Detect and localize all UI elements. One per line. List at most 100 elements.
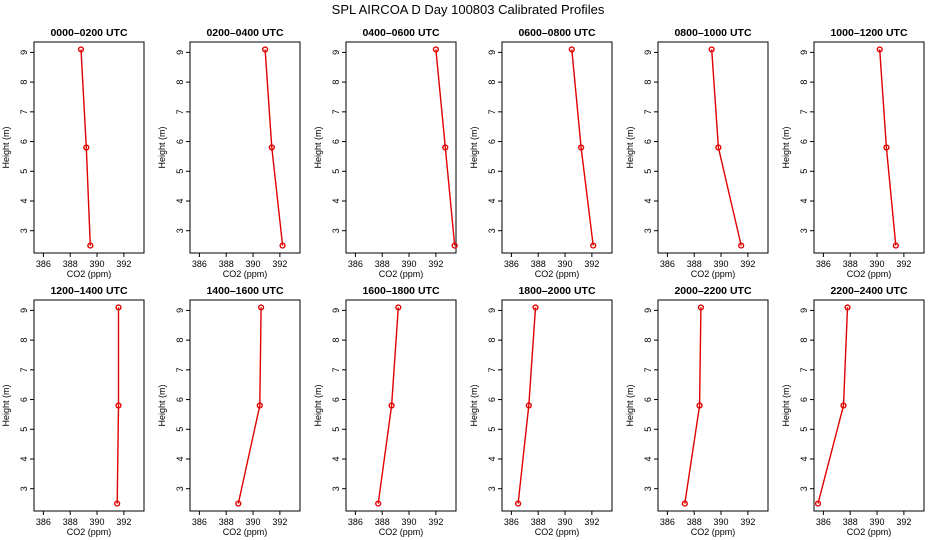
y-tick-label: 3 xyxy=(175,228,185,233)
profile-line xyxy=(517,307,537,504)
data-point xyxy=(235,500,242,507)
y-tick-label: 6 xyxy=(331,139,341,144)
panel-5: 0800–1000 UTC 386 388 390 392 3 4 5 6 7 8 9 CO2 (ppm… xyxy=(625,27,769,279)
y-tick-label: 7 xyxy=(643,109,653,114)
x-tick-label: 392 xyxy=(896,259,911,269)
x-axis-label: CO2 (ppm) xyxy=(847,269,892,279)
x-tick-label: 388 xyxy=(219,259,234,269)
x-tick-label: 390 xyxy=(402,259,417,269)
data-point xyxy=(256,402,263,409)
y-tick-label: 6 xyxy=(175,397,185,402)
panel-title: 0400–0600 UTC xyxy=(362,27,439,39)
data-point xyxy=(442,144,449,151)
y-tick-label: 7 xyxy=(643,367,653,372)
y-tick-label: 3 xyxy=(19,486,29,491)
x-tick-label: 388 xyxy=(843,259,858,269)
y-tick-label: 8 xyxy=(487,338,497,343)
panel-title: 1200–1400 UTC xyxy=(50,285,127,297)
data-point xyxy=(590,242,597,249)
data-point xyxy=(681,500,688,507)
y-axis-label: Height (m) xyxy=(625,126,635,168)
data-point xyxy=(696,402,703,409)
data-point xyxy=(115,304,122,311)
plot-frame xyxy=(345,41,457,254)
y-tick-label: 7 xyxy=(487,367,497,372)
y-tick-label: 9 xyxy=(175,308,185,313)
panel-11: 2000–2200 UTC 386 388 390 392 3 4 5 6 7 8 9 CO2 (ppm… xyxy=(625,285,769,537)
x-tick-label: 386 xyxy=(348,517,363,527)
y-tick-label: 7 xyxy=(799,109,809,114)
profile-line xyxy=(377,307,399,504)
x-axis-label: CO2 (ppm) xyxy=(847,527,892,537)
x-axis-label: CO2 (ppm) xyxy=(691,527,736,537)
x-axis-label: CO2 (ppm) xyxy=(223,269,268,279)
y-tick-label: 8 xyxy=(487,80,497,85)
data-point xyxy=(432,46,439,53)
y-axis-label: Height (m) xyxy=(625,384,635,426)
x-tick-label: 392 xyxy=(584,259,599,269)
x-tick-label: 390 xyxy=(870,259,885,269)
panel-title: 1000–1200 UTC xyxy=(830,27,907,39)
y-tick-label: 4 xyxy=(487,198,497,203)
panel-title: 0000–0200 UTC xyxy=(50,27,127,39)
y-tick-label: 8 xyxy=(331,80,341,85)
y-tick-label: 8 xyxy=(799,338,809,343)
y-tick-label: 7 xyxy=(19,109,29,114)
data-point xyxy=(77,46,85,53)
y-tick-label: 6 xyxy=(19,397,29,402)
profile-line xyxy=(711,49,742,246)
x-tick-label: 386 xyxy=(660,517,675,527)
y-tick-label: 9 xyxy=(643,308,653,313)
y-tick-label: 6 xyxy=(331,397,341,402)
x-tick-label: 392 xyxy=(272,517,287,527)
y-tick-label: 9 xyxy=(643,50,653,55)
x-tick-label: 390 xyxy=(714,259,729,269)
data-point xyxy=(578,144,585,151)
x-tick-label: 390 xyxy=(90,517,105,527)
y-tick-label: 8 xyxy=(19,338,29,343)
x-tick-label: 392 xyxy=(428,259,443,269)
plot-frame xyxy=(657,41,769,254)
y-tick-label: 3 xyxy=(331,228,341,233)
y-tick-label: 5 xyxy=(643,169,653,174)
y-tick-label: 9 xyxy=(331,50,341,55)
y-tick-label: 8 xyxy=(175,80,185,85)
x-tick-label: 392 xyxy=(428,517,443,527)
x-tick-label: 390 xyxy=(558,259,573,269)
x-tick-label: 390 xyxy=(246,259,261,269)
y-tick-label: 7 xyxy=(19,367,29,372)
y-tick-label: 4 xyxy=(175,456,185,461)
y-tick-label: 3 xyxy=(331,486,341,491)
x-tick-label: 392 xyxy=(116,517,131,527)
y-tick-label: 9 xyxy=(799,308,809,313)
profile-line xyxy=(684,307,702,504)
panel-title: 2200–2400 UTC xyxy=(830,285,907,297)
data-point xyxy=(514,500,522,507)
x-tick-label: 390 xyxy=(90,259,105,269)
x-tick-label: 386 xyxy=(192,517,207,527)
y-tick-label: 5 xyxy=(487,169,497,174)
x-tick-label: 390 xyxy=(714,517,729,527)
data-point xyxy=(715,144,722,151)
y-tick-label: 7 xyxy=(175,367,185,372)
y-tick-label: 8 xyxy=(643,338,653,343)
y-axis-label: Height (m) xyxy=(157,384,167,426)
data-point xyxy=(114,500,121,507)
data-point xyxy=(532,304,539,311)
profile-line xyxy=(237,307,262,504)
y-tick-label: 3 xyxy=(643,228,653,233)
x-tick-label: 392 xyxy=(116,259,131,269)
y-tick-label: 5 xyxy=(331,427,341,432)
x-tick-label: 386 xyxy=(816,259,831,269)
x-tick-label: 386 xyxy=(192,259,207,269)
y-tick-label: 9 xyxy=(331,308,341,313)
profile-line xyxy=(264,49,284,246)
x-axis-label: CO2 (ppm) xyxy=(67,527,112,537)
y-tick-label: 3 xyxy=(799,486,809,491)
data-point xyxy=(814,500,822,507)
plot-frame xyxy=(189,299,301,512)
y-axis-label: Height (m) xyxy=(469,126,479,168)
data-point xyxy=(568,46,575,53)
data-point xyxy=(708,46,715,53)
data-point xyxy=(268,144,275,151)
